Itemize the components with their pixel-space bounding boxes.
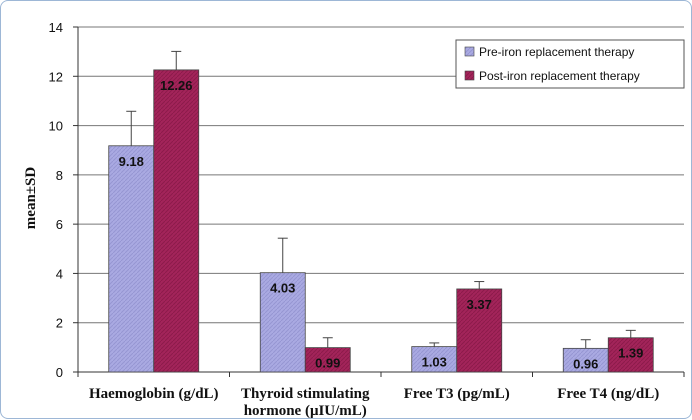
y-tick-label: 10 xyxy=(49,119,63,134)
x-category-label: Thyroid stimulating xyxy=(241,386,370,402)
bar-post xyxy=(304,347,351,373)
data-label: 9.18 xyxy=(119,154,144,169)
legend-label-pre: Pre-iron replacement therapy xyxy=(479,45,634,59)
data-label: 3.37 xyxy=(467,297,492,312)
bar-pre xyxy=(108,145,155,373)
bar-post xyxy=(607,337,654,373)
y-tick-label: 2 xyxy=(56,316,63,331)
data-label: 1.03 xyxy=(422,355,447,370)
bar-post xyxy=(153,69,200,373)
x-category-label: Haemoglobin (g/dL) xyxy=(89,386,219,402)
legend-label-post: Post-iron replacement therapy xyxy=(479,69,640,83)
x-category-label: hormone (μIU/mL) xyxy=(244,403,367,419)
data-label: 1.39 xyxy=(618,346,643,361)
bar-post xyxy=(456,288,503,373)
y-tick-label: 4 xyxy=(56,266,63,281)
legend-swatch-post xyxy=(464,70,475,81)
y-tick-label: 14 xyxy=(49,20,63,35)
y-tick-label: 8 xyxy=(56,168,63,183)
y-tick-label: 0 xyxy=(56,365,63,380)
y-axis-title: mean±SD xyxy=(23,167,39,230)
bar-pre xyxy=(259,272,306,373)
legend: Pre-iron replacement therapy Post-iron r… xyxy=(455,39,685,89)
legend-swatch-pre xyxy=(464,46,475,57)
y-tick-label: 6 xyxy=(56,217,63,232)
data-label: 12.26 xyxy=(160,78,193,93)
y-tick-label: 12 xyxy=(49,69,63,84)
x-category-label: Free T3 (pg/mL) xyxy=(404,386,510,402)
data-label: 0.99 xyxy=(315,356,340,371)
x-category-label: Free T4 (ng/dL) xyxy=(557,386,659,402)
data-label: 0.96 xyxy=(573,356,598,371)
bar-pre xyxy=(411,346,458,373)
data-label: 4.03 xyxy=(270,281,295,296)
